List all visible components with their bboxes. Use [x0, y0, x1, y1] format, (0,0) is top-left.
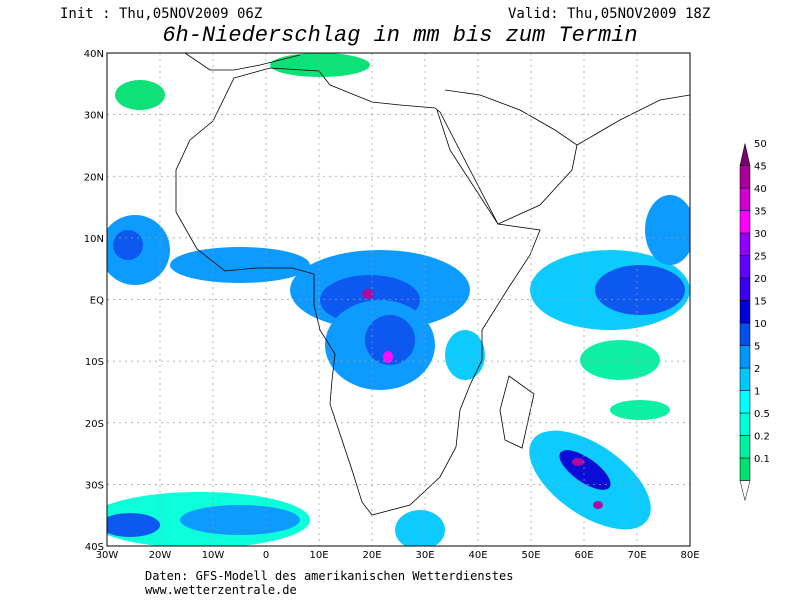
lat-label: 10N	[84, 234, 104, 245]
colorbar-label: 0.2	[754, 432, 770, 443]
data-source: Daten: GFS-Modell des amerikanischen Wet…	[145, 569, 513, 583]
colorbar-label: 0.5	[754, 409, 770, 420]
lon-label: 20E	[362, 550, 381, 561]
lat-label: 30N	[84, 111, 104, 122]
lat-label: 40N	[84, 49, 104, 60]
lon-label: 40E	[468, 550, 487, 561]
lon-label: 20W	[149, 550, 172, 561]
colorbar-label: 5	[754, 342, 760, 353]
lon-label: 10W	[202, 550, 225, 561]
colorbar-cell	[739, 255, 751, 279]
lon-label: 50E	[521, 550, 540, 561]
lon-label: 30E	[415, 550, 434, 561]
precipitation	[107, 53, 690, 546]
colorbar-cell	[739, 187, 751, 211]
colorbar-cell	[739, 457, 751, 481]
colorbar-label: 0.1	[754, 454, 770, 465]
lon-label: 0	[263, 550, 269, 561]
colorbar-label: 40	[754, 184, 767, 195]
colorbar-label: 10	[754, 319, 767, 330]
valid-time: Valid: Thu,05NOV2009 18Z	[508, 6, 710, 22]
colorbar-cell	[739, 390, 751, 414]
colorbar-cell	[739, 322, 751, 346]
lat-label: 40S	[85, 542, 104, 553]
colorbar-low-end	[739, 480, 751, 501]
colorbar-cell	[739, 210, 751, 234]
colorbar-cell	[739, 435, 751, 459]
map-frame	[106, 52, 691, 547]
colorbar-label: 30	[754, 229, 767, 240]
lat-label: 10S	[85, 357, 104, 368]
colorbar-cell	[739, 367, 751, 391]
colorbar-cell	[739, 277, 751, 301]
colorbar-cell	[739, 412, 751, 436]
lon-label: 70E	[627, 550, 646, 561]
colorbar-cell	[739, 345, 751, 369]
init-time: Init : Thu,05NOV2009 06Z	[60, 6, 262, 22]
colorbar-cell	[739, 300, 751, 324]
colorbar-high-end	[739, 143, 751, 166]
lon-label: 60E	[574, 550, 593, 561]
lat-label: 20N	[84, 172, 104, 183]
colorbar-cell	[739, 165, 751, 189]
colorbar-label: 15	[754, 297, 767, 308]
map-title: 6h-Niederschlag in mm bis zum Termin	[162, 23, 637, 48]
source-url: www.wetterzentrale.de	[145, 583, 297, 597]
lat-label: 20S	[85, 419, 104, 430]
colorbar-label: 20	[754, 274, 767, 285]
colorbar-label: 1	[754, 387, 760, 398]
lon-label: 80E	[680, 550, 699, 561]
lat-label: EQ	[90, 296, 104, 307]
lon-label: 10E	[309, 550, 328, 561]
colorbar-label: 25	[754, 252, 767, 263]
colorbar-label: 2	[754, 364, 760, 375]
colorbar-label: 45	[754, 162, 767, 173]
colorbar-cell	[739, 232, 751, 256]
colorbar-label: 50	[754, 139, 767, 150]
lon-label: 30W	[96, 550, 119, 561]
lat-label: 30S	[85, 480, 104, 491]
colorbar-label: 35	[754, 207, 767, 218]
